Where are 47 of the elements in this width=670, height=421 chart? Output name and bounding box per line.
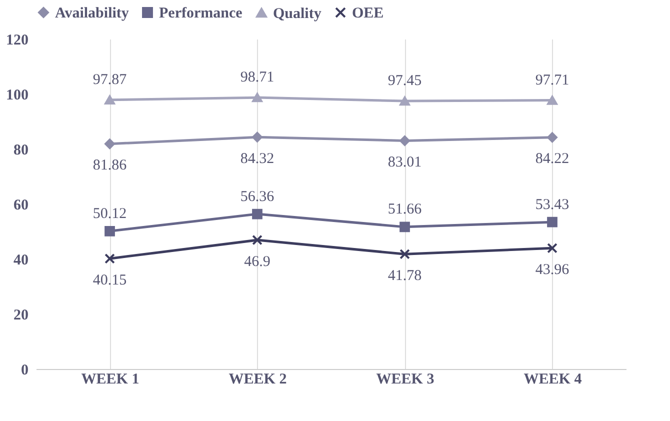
data-label: 84.32 (240, 150, 274, 167)
point (104, 138, 115, 150)
data-label: 97.45 (388, 73, 422, 90)
legend-label: OEE (352, 6, 384, 22)
x-tick-label: WEEK 3 (376, 372, 434, 388)
x-tick-label: WEEK 4 (524, 372, 582, 388)
data-label: 41.78 (388, 268, 422, 284)
point (400, 136, 410, 146)
point (547, 96, 558, 105)
data-label: 83.01 (388, 154, 422, 171)
data-label: 98.71 (240, 70, 274, 86)
point (252, 208, 262, 220)
y-tick-label: 80 (14, 142, 28, 158)
y-tick-label: 100 (6, 88, 28, 104)
point (104, 95, 115, 104)
y-tick-label: 40 (14, 252, 28, 268)
point (252, 234, 262, 246)
point (547, 242, 558, 254)
y-tick-label: 0 (21, 362, 28, 378)
legend-label: Performance (159, 6, 243, 22)
point (547, 132, 558, 143)
legend-label: Quality (273, 6, 322, 22)
data-label: 53.43 (535, 196, 570, 213)
y-tick-label: 20 (14, 308, 28, 324)
data-label: 81.86 (92, 158, 128, 174)
point (104, 226, 115, 236)
data-label: 51.66 (388, 202, 422, 218)
data-label: 97.71 (535, 72, 570, 88)
data-label: 40.15 (92, 272, 127, 288)
data-label: 97.87 (92, 72, 128, 88)
point (547, 216, 558, 228)
y-tick-label: 120 (6, 32, 28, 48)
data-label: 56.36 (240, 188, 275, 205)
x-tick-label: WEEK 1 (81, 372, 140, 388)
data-label: 50.12 (92, 206, 127, 222)
y-tick-label: 60 (14, 198, 28, 214)
point (252, 92, 262, 102)
data-label: 84.22 (535, 151, 570, 168)
point (400, 222, 410, 232)
point (252, 132, 262, 142)
x-tick-label: WEEK 2 (228, 372, 287, 388)
data-label: 46.9 (244, 254, 270, 270)
point (104, 253, 115, 264)
point (400, 96, 410, 106)
data-label: 43.96 (535, 262, 570, 278)
point (400, 248, 410, 260)
legend-label: Availability (55, 6, 130, 22)
